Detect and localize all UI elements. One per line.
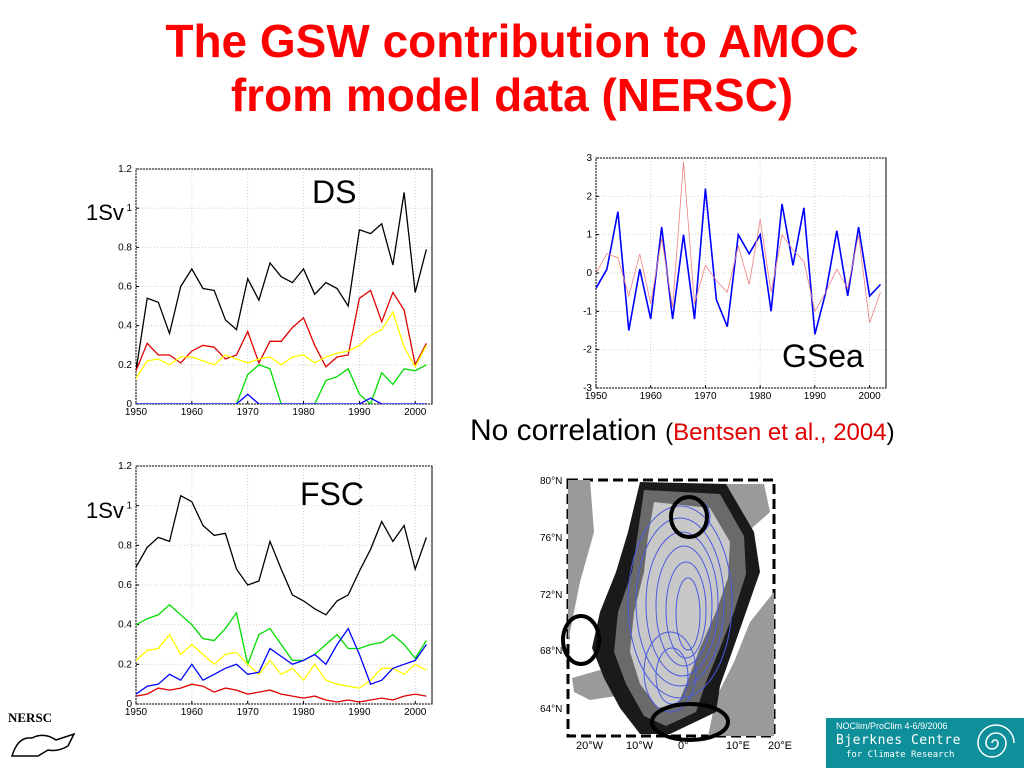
y-tick-label: 1 [586, 230, 592, 241]
ds-annotation: DS [312, 174, 357, 210]
slide-title: The GSW contribution to AMOC from model … [0, 14, 1024, 122]
y-tick-label: 0.2 [118, 360, 132, 371]
fsc-unit-label: 1Sv [86, 498, 124, 523]
badge-sub: for Climate Research [846, 750, 955, 760]
series-line-yellow [136, 310, 427, 380]
badge-date: NOClim/ProClim 4-6/9/2006 [836, 721, 948, 731]
y-tick-label: -3 [583, 383, 592, 394]
x-tick-label: 2000 [404, 407, 427, 418]
title-line-2: from model data (NERSC) [230, 69, 794, 121]
series-line-blue [136, 393, 427, 404]
y-tick-label: 2 [586, 191, 592, 202]
y-tick-label: 0.8 [118, 540, 132, 551]
x-tick-label: 1960 [181, 707, 204, 718]
circle-south [650, 702, 730, 742]
badge-name: Bjerknes Centre [836, 733, 961, 748]
fsc-chart: 1950 1960 1970 1980 1990 2000 0 0.2 0.4 0.6 0.8 1 1.… [118, 461, 433, 718]
y-tick-label: 0 [126, 699, 132, 710]
x-tick-label: 1970 [237, 407, 260, 418]
x-tick-label: 1980 [292, 707, 315, 718]
greenland-land [568, 480, 594, 642]
svalbard-land [726, 484, 770, 528]
nordic-seas-map: 80°N 76°N 72°N 68°N 64°N 20°W 10°W 0° 10… [540, 476, 792, 752]
y-tick-label: 0.8 [118, 242, 132, 253]
x-tick-label: 1950 [125, 707, 148, 718]
basin-light [630, 502, 730, 708]
y-tick-label: 0.6 [118, 282, 132, 293]
series-line-black [136, 494, 428, 616]
y-tick-label: 0.6 [118, 580, 132, 591]
y-tick-label: 0 [586, 268, 592, 279]
gsea-chart: 1950 1960 1970 1980 1990 2000 -3 -2 -1 0 1 2 3 [583, 153, 887, 402]
lon-label-20e: 20°E [768, 740, 792, 752]
x-tick-label: 1950 [125, 407, 148, 418]
lat-label-76: 76°N [540, 533, 562, 544]
correlation-note: No correlation (Bentsen et al., 2004) [470, 414, 895, 448]
x-tick-label: 1990 [804, 391, 827, 402]
ds-unit-label: 1Sv [86, 200, 124, 225]
y-tick-label: 3 [586, 153, 592, 164]
y-tick-label: -1 [583, 306, 592, 317]
series-line-green [136, 364, 427, 404]
lat-label-64: 64°N [540, 704, 562, 715]
scandinavia-land [708, 592, 774, 736]
blue-contours [627, 496, 733, 713]
x-tick-label: 1980 [292, 407, 315, 418]
y-tick-label: 0.4 [118, 620, 132, 631]
series-line-yellow [136, 633, 427, 689]
y-tick-label: 1.2 [118, 164, 132, 175]
x-tick-label: 2000 [858, 391, 881, 402]
x-tick-label: 1990 [348, 707, 371, 718]
bjerknes-spiral-icon [977, 724, 1015, 758]
y-tick-label: 1 [126, 203, 132, 214]
lon-label-0: 0° [678, 740, 689, 752]
series-line-blue [136, 627, 427, 695]
series-line-red [136, 683, 427, 703]
gsea-annotation: GSea [782, 338, 864, 374]
x-tick-label: 1970 [694, 391, 717, 402]
series-line-red [136, 289, 427, 373]
series-line-pink [596, 161, 881, 323]
correlation-close-paren: ) [886, 419, 895, 446]
x-tick-label: 1960 [181, 407, 204, 418]
circle-north [669, 495, 709, 539]
y-tick-label: 0.4 [118, 321, 132, 332]
correlation-open-paren: ( [665, 419, 674, 446]
x-tick-label: 1960 [640, 391, 663, 402]
lon-label-10w: 10°W [626, 740, 654, 752]
x-tick-label: 1970 [237, 707, 260, 718]
nersc-logo: NERSC [8, 710, 53, 725]
lon-label-20w: 20°W [576, 740, 604, 752]
fsc-annotation: FSC [300, 476, 364, 512]
y-tick-label: 1 [126, 501, 132, 512]
y-tick-label: 1.2 [118, 461, 132, 472]
y-tick-label: 0.2 [118, 659, 132, 670]
ds-chart: 1950 1960 1970 1980 1990 2000 0 0.2 0.4 0.6 0.8 1 1.… [118, 164, 433, 418]
correlation-text: No correlation [470, 414, 657, 447]
y-tick-label: -2 [583, 345, 592, 356]
nersc-bear-icon [10, 732, 76, 757]
lat-label-80: 80°N [540, 476, 562, 487]
circle-west [561, 614, 601, 666]
series-line-black [136, 192, 428, 371]
title-line-1: The GSW contribution to AMOC [165, 15, 859, 67]
x-tick-label: 1950 [585, 391, 608, 402]
series-line-green [136, 603, 427, 667]
lat-label-68: 68°N [540, 646, 562, 657]
lon-label-10e: 10°E [726, 740, 750, 752]
x-tick-label: 1990 [348, 407, 371, 418]
map-lon-labels: 20°W 10°W 0° 10°E 20°E [576, 740, 792, 752]
y-tick-label: 0 [126, 399, 132, 410]
x-tick-label: 2000 [404, 707, 427, 718]
x-tick-label: 1980 [749, 391, 772, 402]
lat-label-72: 72°N [540, 590, 562, 601]
map-lat-labels: 80°N 76°N 72°N 68°N 64°N [540, 476, 562, 715]
series-line-blue [596, 188, 882, 335]
correlation-reference: Bentsen et al., 2004 [673, 419, 887, 446]
